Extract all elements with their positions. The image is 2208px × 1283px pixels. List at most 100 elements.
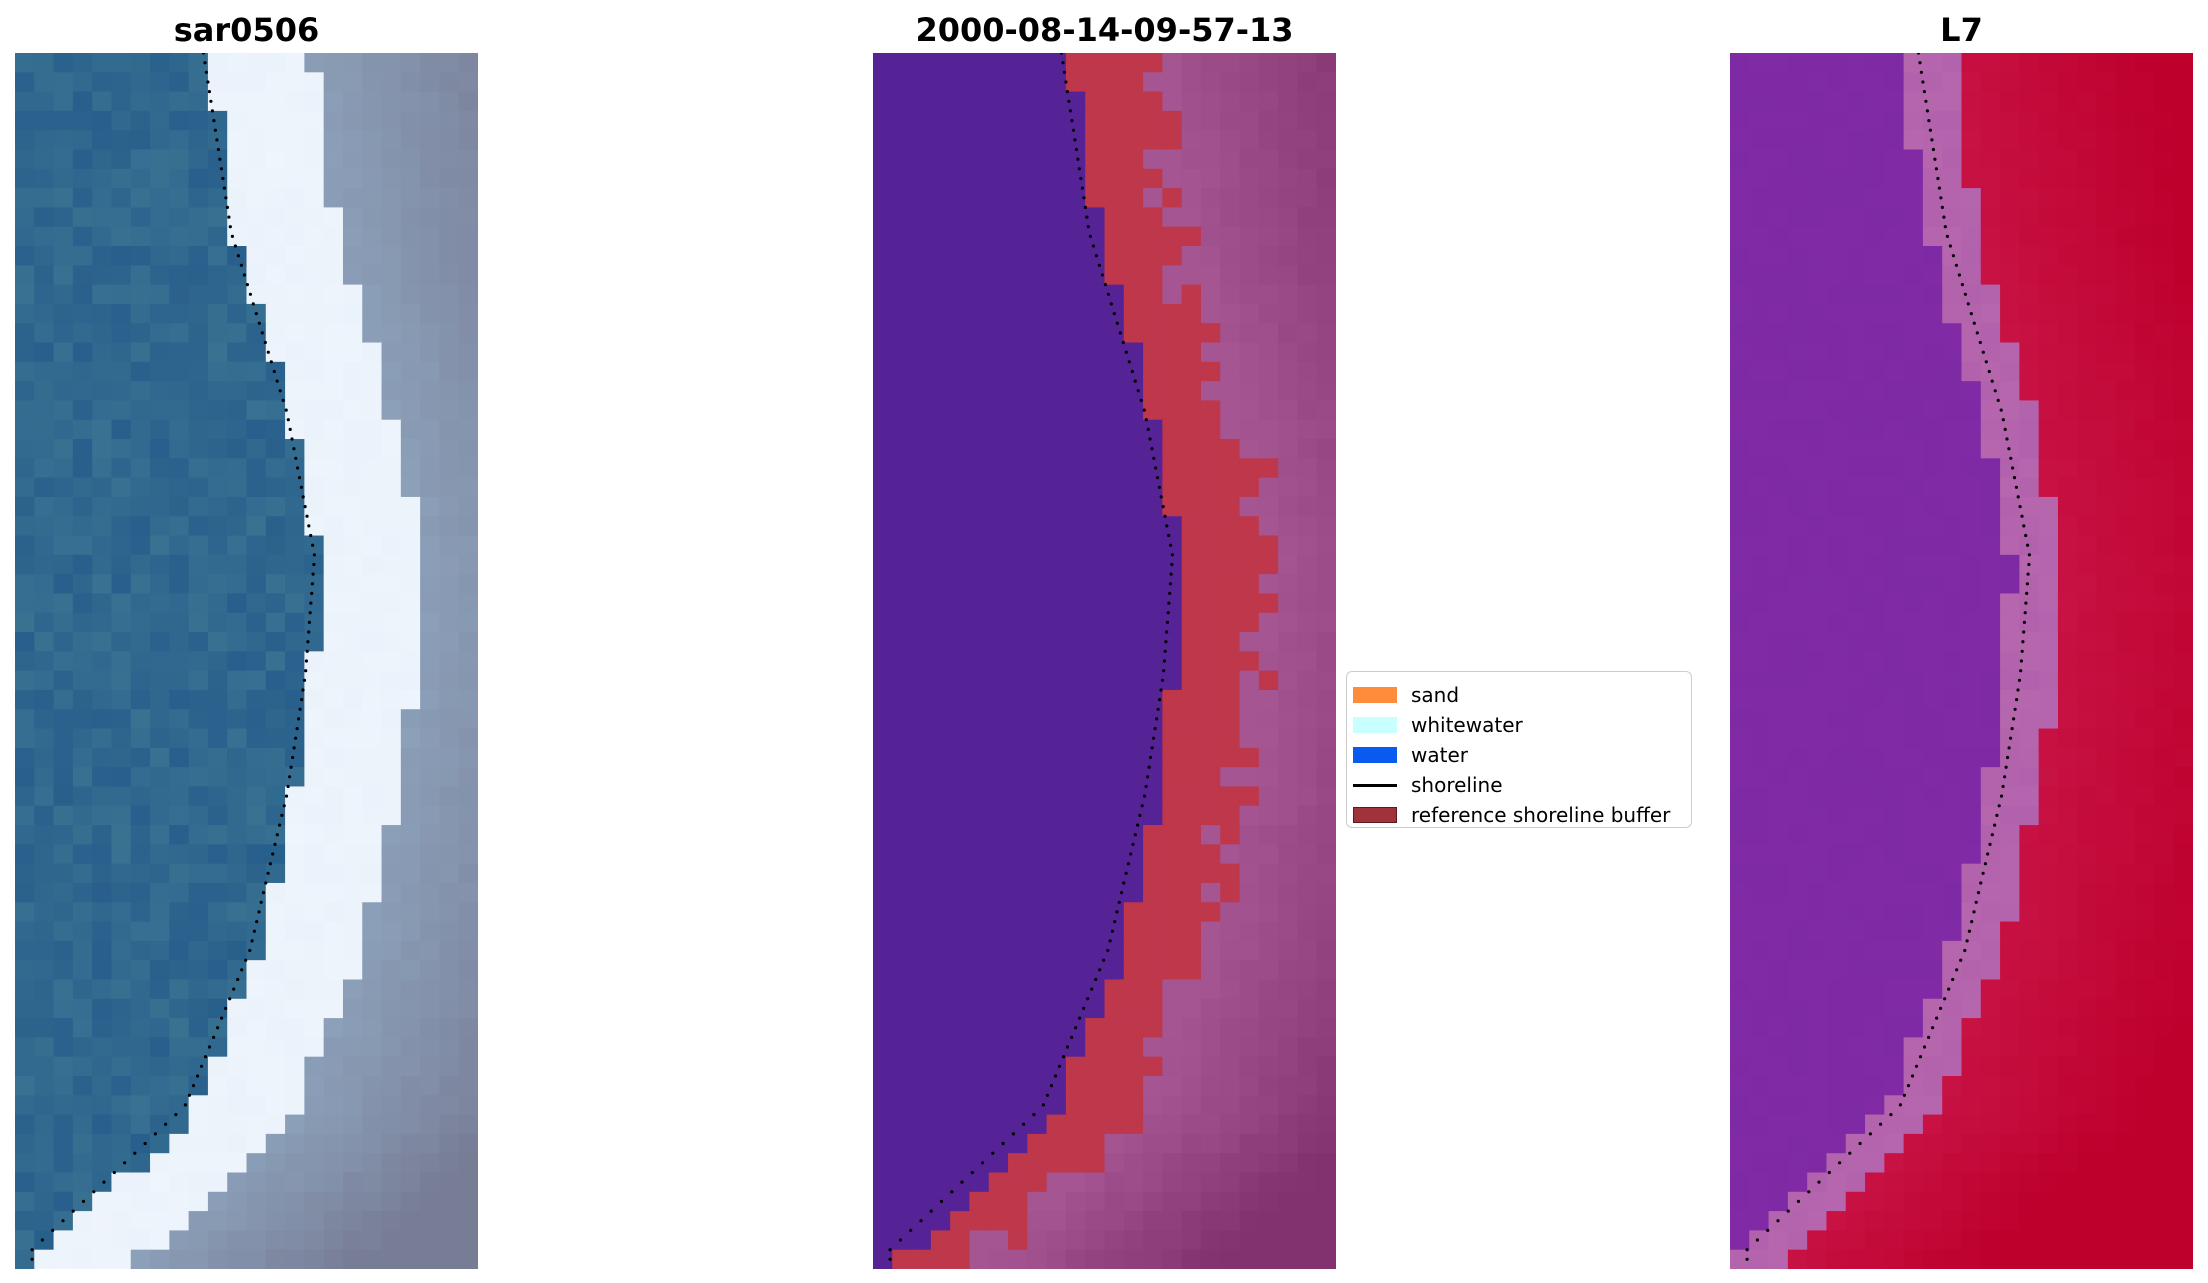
raster-pixel [458,477,478,498]
raster-pixel [892,265,913,286]
raster-pixel [323,651,344,672]
raster-pixel [2057,149,2078,170]
raster-pixel [1768,1018,1789,1038]
raster-pixel [1942,381,1963,402]
raster-pixel [53,91,74,112]
raster-pixel [207,1249,228,1269]
raster-pixel [458,439,478,459]
raster-pixel [381,1230,402,1251]
raster-pixel [1787,1133,1808,1154]
raster-pixel [400,554,421,575]
shoreline-point [1150,746,1154,750]
shoreline-point [1139,398,1143,402]
raster-pixel [169,767,190,788]
raster-pixel [1942,882,1963,903]
raster-pixel [1845,53,1866,73]
raster-pixel [1749,1114,1770,1135]
raster-pixel [188,91,209,112]
raster-pixel [2077,689,2098,710]
raster-pixel [207,767,228,788]
raster-pixel [1008,535,1028,556]
raster-pixel [342,998,363,1019]
raster-pixel [285,921,305,942]
raster-pixel [2173,1211,2193,1231]
raster-pixel [2000,612,2020,633]
shoreline-point [143,1141,147,1146]
raster-pixel [246,767,267,788]
raster-pixel [2019,1114,2040,1135]
raster-pixel [1085,1191,1106,1212]
raster-pixel [458,670,478,691]
shoreline-point [950,1190,954,1194]
raster-pixel [1845,1211,1866,1231]
raster-pixel [342,149,363,170]
shoreline-point [1159,495,1163,499]
raster-pixel [2057,439,2078,459]
raster-pixel [1027,458,1048,479]
raster-pixel [304,1114,325,1135]
raster-pixel [400,805,421,826]
shoreline-point [888,1248,892,1252]
raster-pixel [304,882,325,903]
raster-pixel [1258,284,1279,305]
shoreline-point [1057,1064,1062,1068]
raster-pixel [1768,342,1789,363]
raster-pixel [1768,1095,1789,1116]
raster-pixel [265,632,286,652]
raster-pixel [2173,882,2193,903]
raster-pixel [950,902,971,923]
raster-pixel [381,1249,402,1269]
shoreline-point [1065,90,1069,94]
raster-pixel [15,72,35,93]
raster-pixel [1123,805,1144,826]
raster-pixel [1768,130,1789,151]
raster-pixel [130,998,151,1019]
shoreline-point [215,138,219,142]
raster-pixel [458,1153,478,1174]
raster-pixel [400,940,421,961]
raster-pixel [1008,439,1028,459]
raster-pixel [2173,284,2193,305]
raster-pixel [1181,1153,1202,1174]
raster-pixel [873,516,893,537]
raster-pixel [1162,651,1183,672]
raster-pixel [2038,1153,2059,1174]
raster-pixel [1123,110,1144,131]
raster-pixel [1220,91,1241,112]
raster-pixel [458,516,478,537]
raster-pixel [1942,747,1963,768]
raster-pixel [1065,477,1086,498]
raster-pixel [15,168,35,189]
raster-pixel [1143,844,1163,865]
raster-pixel [1085,979,1106,1000]
raster-pixel [150,130,170,151]
raster-pixel [323,940,344,961]
raster-pixel [1768,979,1789,1000]
raster-pixel [930,91,951,112]
raster-pixel [2000,400,2020,421]
raster-pixel [2154,130,2175,151]
raster-pixel [1027,1095,1048,1116]
raster-pixel [1239,998,1260,1019]
shoreline-point [286,418,290,422]
raster-pixel [1220,882,1241,903]
raster-pixel [285,1153,305,1174]
raster-pixel [1278,168,1299,189]
raster-pixel [400,168,421,189]
raster-pixel [1807,188,1828,209]
raster-pixel [2173,786,2193,807]
raster-pixel [1730,226,1750,247]
raster-pixel [1865,477,1885,498]
raster-pixel [458,902,478,923]
raster-pixel [930,1037,951,1058]
raster-pixel [72,998,93,1019]
raster-pixel [2038,1230,2059,1251]
raster-pixel [72,400,93,421]
raster-pixel [188,1230,209,1251]
raster-pixel [15,825,35,845]
raster-pixel [1749,670,1770,691]
raster-pixel [1961,516,1982,537]
raster-pixel [1239,844,1260,865]
raster-pixel [873,632,893,652]
raster-pixel [265,728,286,749]
